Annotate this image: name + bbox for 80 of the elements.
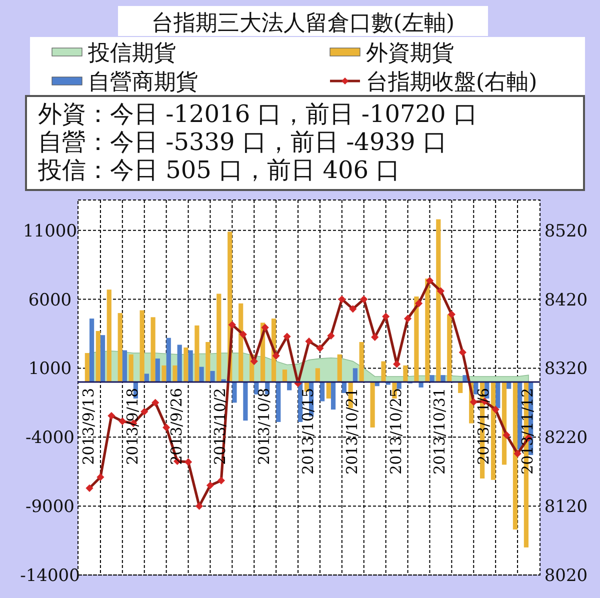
y2-tick-label: 8020 [544, 566, 588, 586]
x-tick-label: 2013/10/21 [342, 388, 361, 474]
bar [458, 382, 463, 394]
bar [89, 318, 94, 382]
x-tick-label: 2013/9/18 [123, 388, 142, 465]
legend-label: 台指期收盤(右軸) [366, 70, 538, 95]
bar [512, 382, 518, 530]
chart-title: 台指期三大法人留倉口數(左軸) [151, 11, 455, 36]
bar [100, 335, 106, 382]
bar [276, 382, 281, 422]
bar [447, 314, 452, 382]
bar [128, 354, 134, 382]
bar [287, 382, 292, 390]
bar [243, 382, 248, 421]
y2-tick-label: 8520 [544, 221, 588, 242]
x-tick-label: 2013/10/2 [211, 388, 230, 465]
bar [330, 382, 336, 410]
bar [177, 344, 182, 382]
bar [184, 348, 188, 382]
bar [238, 303, 244, 382]
bar [206, 342, 210, 382]
x-tick-label: 2013/11/12 [518, 388, 537, 474]
bar [342, 382, 347, 394]
x-tick-label: 2013/10/25 [386, 388, 405, 474]
bar [118, 313, 122, 382]
bar [359, 342, 364, 382]
y-tick-label: 1000 [28, 359, 72, 380]
bar [425, 278, 430, 382]
bar [140, 310, 144, 382]
y-tick-label: -4000 [25, 428, 75, 448]
bar [506, 382, 512, 389]
y-tick-label: -9000 [25, 497, 75, 518]
y-tick-label: -14000 [20, 566, 80, 586]
bar [166, 338, 171, 382]
bar [326, 382, 331, 399]
bar [84, 353, 90, 382]
bar [352, 368, 358, 382]
bar [122, 350, 128, 382]
bar [440, 375, 446, 382]
y2-tick-label: 8220 [544, 428, 588, 448]
bar [172, 365, 178, 382]
y2-tick-label: 8320 [544, 359, 588, 380]
x-tick-label: 2013/10/8 [255, 388, 274, 465]
bar [282, 370, 288, 382]
bar [188, 350, 193, 382]
x-tick-label: 2013/10/31 [430, 388, 449, 474]
y2-tick-label: 8420 [544, 290, 588, 310]
bar [194, 325, 200, 382]
bar [414, 296, 419, 382]
notes: 外資：今日 -12016 口，前日 -10720 口 自營：今日 -5339 口，前日 -4939 口 投信：今日 505 口，前日 406 口 [25, 95, 585, 191]
bar [199, 366, 204, 382]
bar [155, 358, 160, 382]
bar [370, 382, 375, 428]
bar [216, 294, 222, 382]
x-tick-label: 2013/9/13 [79, 388, 98, 465]
legend-label: 外資期貨 [366, 41, 454, 66]
bar [337, 354, 342, 382]
legend-label: 自營商期貨 [88, 70, 198, 95]
y-tick-label: 6000 [28, 290, 72, 310]
x-tick-label: 2013/9/26 [167, 388, 186, 465]
bar [150, 317, 156, 382]
bar [96, 330, 100, 382]
bar [403, 365, 408, 382]
bar [320, 382, 325, 402]
bar [430, 375, 434, 382]
y2-tick-label: 8120 [544, 497, 588, 518]
bar [315, 368, 320, 382]
x-tick-label: 2013/10/15 [299, 388, 317, 474]
bar [162, 365, 166, 382]
bar [106, 290, 112, 382]
bar [381, 361, 386, 382]
bar [232, 382, 237, 403]
bar [490, 382, 496, 480]
x-tick-label: 2013/11/6 [474, 388, 493, 465]
bar [496, 382, 500, 408]
bar [436, 219, 441, 382]
bar [210, 370, 215, 382]
y-tick-label: 11000 [22, 221, 78, 242]
bar [396, 382, 402, 389]
legend-label: 投信期貨 [87, 41, 176, 66]
